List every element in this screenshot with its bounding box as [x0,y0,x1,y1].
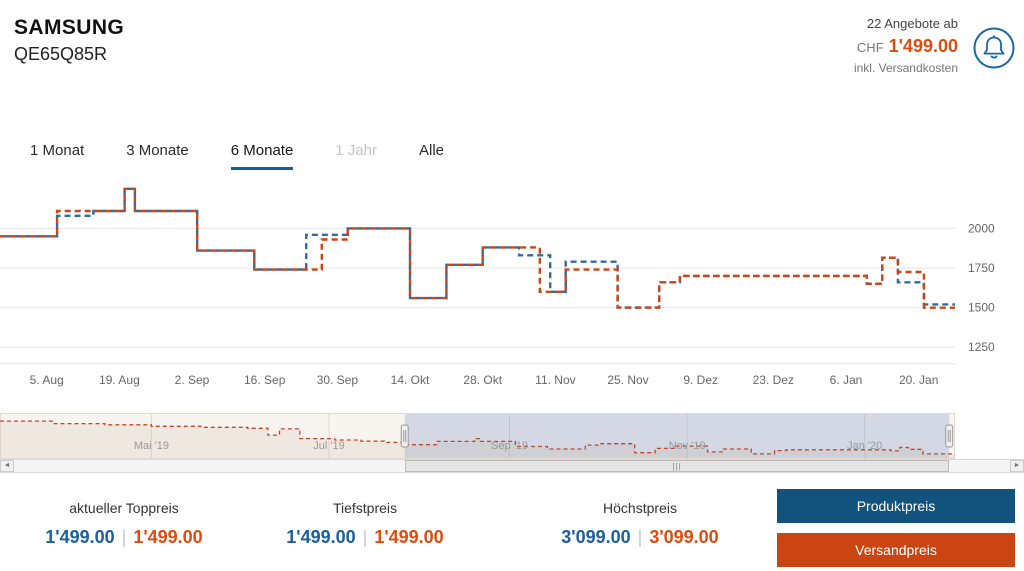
model-title: QE65Q85R [14,44,108,64]
navigator-tick-label: Mai '19 [134,440,169,452]
stat-lowest-price: Tiefstpreis 1'499.00 | 1'499.00 [255,500,475,548]
scrollbar-thumb[interactable]: ||| [405,460,949,472]
shipping-price-value: 1'499.00 [133,527,203,547]
y-tick-label: 1750 [968,261,995,275]
navigator-tick-label: Nov '19 [669,440,706,452]
chart-scrollbar[interactable]: ◄ ► ||| [0,459,1024,473]
current-price-line: CHF 1'499.00 [854,36,958,57]
y-tick-label: 1500 [968,301,995,315]
offers-count: 22 Angebote ab [866,16,958,31]
x-tick-label: 2. Sep [175,373,210,387]
currency-label: CHF [856,40,884,55]
x-tick-label: 6. Jan [830,373,863,387]
navigator-background [0,413,955,459]
x-tick-label: 11. Nov [535,373,575,387]
stat-label: Höchstpreis [603,500,677,516]
x-tick-label: 16. Sep [244,373,286,387]
price-separator: | [362,527,368,547]
x-tick-label: 5. Aug [30,373,64,387]
stats-bar: aktueller Toppreis 1'499.00 | 1'499.00 Tie… [0,500,1024,571]
tab-3-monate[interactable]: 3 Monate [126,142,189,159]
versandpreis-legend-button[interactable]: Versandpreis [777,533,1015,567]
product-price-value: 1'499.00 [45,527,115,547]
stat-highest-price: Höchstpreis 3'099.00 | 3'099.00 [520,500,760,548]
x-tick-label: 9. Dez [683,373,718,387]
scrollbar-grip-icon: ||| [672,462,682,471]
x-tick-label: 19. Aug [99,373,140,387]
navigator-left-handle[interactable] [400,424,409,448]
series-produktpreis [0,187,955,309]
navigator-selection[interactable] [404,414,950,458]
offer-summary: 22 Angebote ab CHF 1'499.00 inkl. Versand… [854,16,958,75]
stat-label: aktueller Toppreis [69,500,179,516]
navigator-tick-label: Jul '19 [313,440,344,452]
y-tick-label: 1250 [968,340,995,354]
navigator-tick-label: Jan '20 [847,440,882,452]
x-tick-label: 14. Okt [391,373,430,387]
stat-current-topprice: aktueller Toppreis 1'499.00 | 1'499.00 [14,500,234,548]
price-separator: | [637,527,643,547]
navigator-series-line [0,420,955,455]
product-price-value: 3'099.00 [561,527,631,547]
price-alert-button[interactable] [972,26,1016,70]
tab-1-jahr[interactable]: 1 Jahr [335,142,377,159]
product-price-value: 1'499.00 [286,527,356,547]
price-separator: | [121,527,127,547]
range-tabs: 1 Monat 3 Monate 6 Monate 1 Jahr Alle [0,136,1024,170]
shipping-note: inkl. Versandkosten [853,61,958,75]
navigator-tick-label: Sep '19 [491,440,528,452]
x-tick-label: 28. Okt [463,373,502,387]
chart-navigator[interactable]: Mai '19 Jul '19 Sep '19 Nov '19 Jan '20 [0,413,1024,459]
produktpreis-legend-button[interactable]: Produktpreis [777,489,1015,523]
price-history-chart[interactable]: 2000 1750 1500 1250 5. Aug 19. Aug 2. Sep 16. S… [0,168,1024,400]
tab-1-monat[interactable]: 1 Monat [30,142,85,159]
tab-alle[interactable]: Alle [419,142,445,159]
tab-6-monate[interactable]: 6 Monate [230,136,294,170]
current-price: 1'499.00 [888,36,958,56]
scrollbar-right-arrow-icon[interactable]: ► [1010,460,1024,472]
shipping-price-value: 3'099.00 [649,527,719,547]
x-tick-label: 20. Jan [899,373,938,387]
stat-label: Tiefstpreis [332,500,398,516]
scrollbar-left-arrow-icon[interactable]: ◄ [0,460,14,472]
x-tick-label: 30. Sep [317,373,359,387]
x-tick-label: 23. Dez [753,373,794,387]
stat-values: 3'099.00 | 3'099.00 [520,527,760,548]
stat-values: 1'499.00 | 1'499.00 [14,527,234,548]
stat-values: 1'499.00 | 1'499.00 [255,527,475,548]
bell-icon [973,27,1015,69]
shipping-price-value: 1'499.00 [374,527,444,547]
series-versandpreis [0,187,955,309]
navigator-right-handle[interactable] [945,424,954,448]
navigator-area [0,421,955,458]
x-tick-label: 25. Nov [607,373,648,387]
brand-title: SAMSUNG [14,16,125,39]
y-tick-label: 2000 [968,221,995,235]
